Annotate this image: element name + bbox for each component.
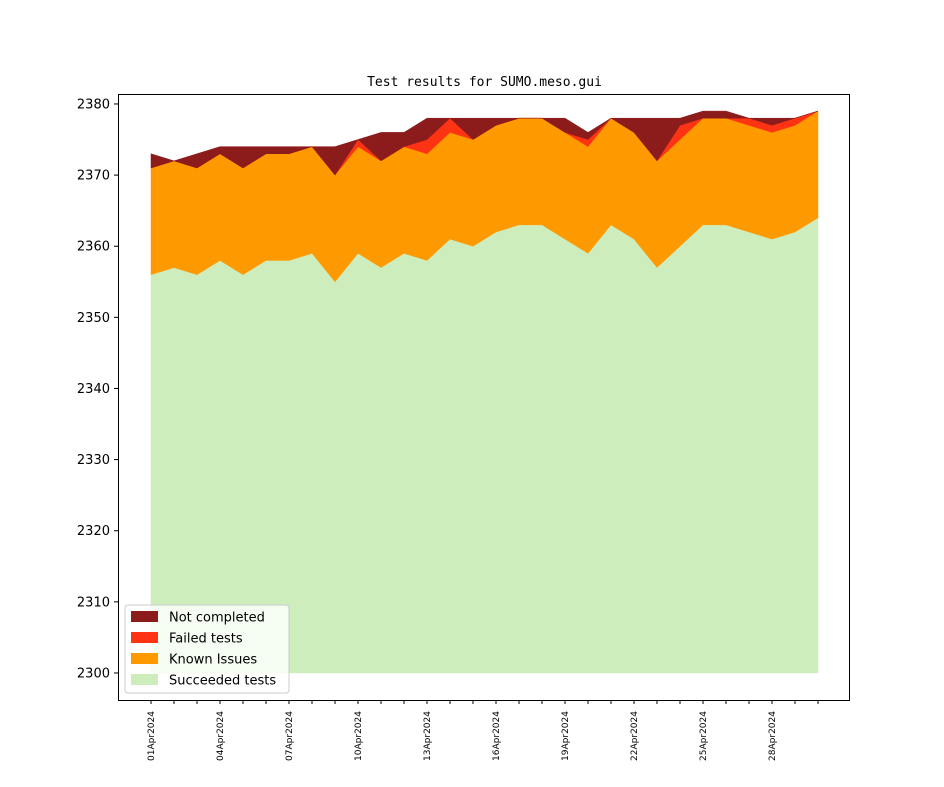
- x-tick-label: 25Apr2024: [699, 711, 709, 761]
- x-tick-label: 28Apr2024: [768, 711, 778, 761]
- y-tick-label: 2300: [77, 666, 110, 681]
- legend-box: [124, 604, 290, 694]
- y-tick-label: 2350: [77, 311, 110, 326]
- y-axis: 2300 2310 2320 2330 2340 2350 2360 2370 2380: [77, 97, 118, 681]
- y-tick-label: 2360: [77, 240, 110, 255]
- legend-label: Failed tests: [169, 632, 243, 647]
- legend: Not completed Failed tests Known Issues Suc…: [124, 604, 290, 694]
- axes-frame: [118, 94, 850, 701]
- y-tick-label: 2330: [77, 453, 110, 468]
- x-axis: 01Apr2024 04Apr2024 07Apr2024 10Apr2024 13Ap…: [147, 700, 819, 761]
- area-layer: [150, 110, 819, 674]
- chart-title: Test results for SUMO.meso.gui: [367, 75, 602, 90]
- x-tick-label: 07Apr2024: [285, 711, 295, 761]
- legend-swatch: [131, 674, 158, 685]
- legend-label: Not completed: [169, 611, 265, 626]
- x-tick-label: 04Apr2024: [216, 711, 226, 761]
- x-tick-label: 19Apr2024: [561, 711, 571, 761]
- x-tick-label: 16Apr2024: [492, 711, 502, 761]
- y-tick-label: 2370: [77, 169, 110, 184]
- legend-swatch: [131, 611, 158, 622]
- legend-swatch: [131, 653, 158, 664]
- x-tick-label: 22Apr2024: [630, 711, 640, 761]
- y-tick-label: 2380: [77, 97, 110, 112]
- legend-swatch: [131, 632, 158, 643]
- y-tick-label: 2310: [77, 595, 110, 610]
- legend-label: Succeeded tests: [169, 674, 276, 689]
- legend-label: Known Issues: [169, 653, 257, 668]
- x-tick-label: 01Apr2024: [147, 711, 157, 761]
- y-tick-label: 2320: [77, 524, 110, 539]
- x-tick-label: 13Apr2024: [423, 711, 433, 761]
- x-tick-label: 10Apr2024: [354, 711, 364, 761]
- y-tick-label: 2340: [77, 382, 110, 397]
- area-not-completed: [150, 110, 819, 176]
